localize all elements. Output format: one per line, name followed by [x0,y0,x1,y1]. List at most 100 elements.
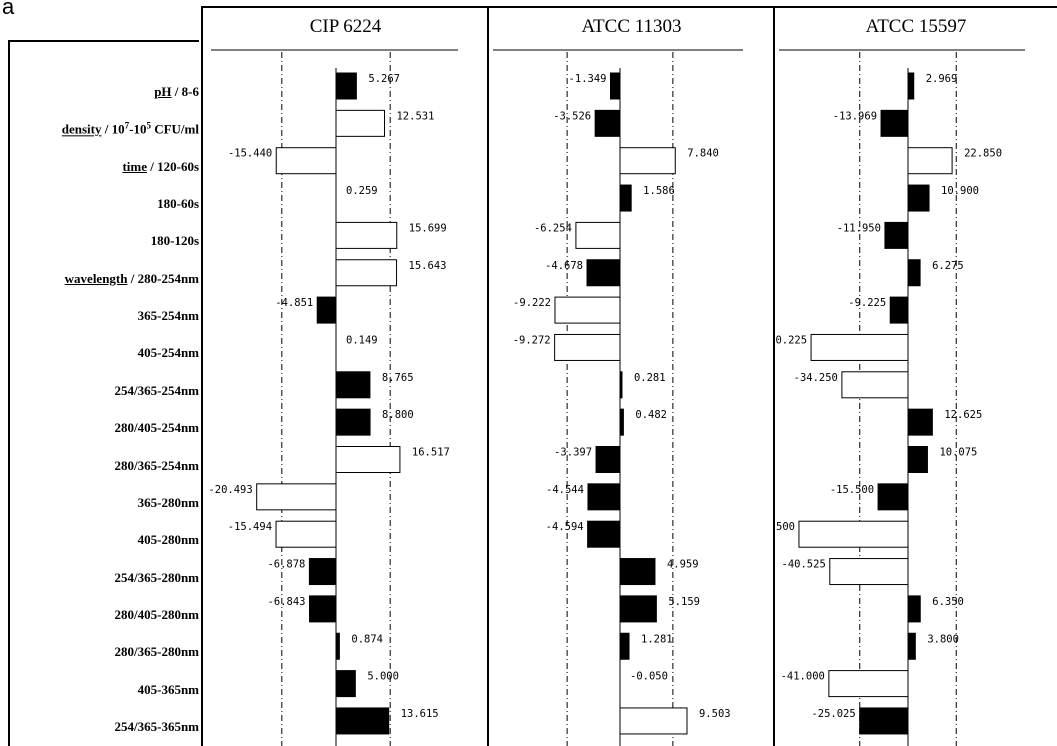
data-label: 15.643 [409,260,447,272]
row-label: wavelength / 280-254nm [64,270,199,286]
bar [619,147,676,175]
data-label: -15.440 [228,148,272,160]
data-label: -4.594 [546,521,584,533]
bar [335,371,371,399]
row-label: time / 120-60s [122,158,199,174]
data-label: 1.281 [641,633,673,645]
bar [335,221,398,249]
bar [316,296,337,324]
bar [841,371,909,399]
data-label: -15.500 [830,484,874,496]
data-label: 15.699 [409,222,447,234]
bar [907,72,915,100]
row-label: 405-254nm [137,345,199,361]
data-label: 0.281 [634,372,666,384]
data-label: 4.959 [667,559,699,571]
bar [335,109,385,137]
row-label: 365-280nm [137,494,199,510]
data-label: 12.531 [396,110,434,122]
chart-plot: 5.267 12.531 -15.440 0.259 15.699 15.643 -4.85… [208,49,458,746]
bar [619,184,632,212]
data-label: 66.500 [775,521,795,533]
panel-letter: a [2,0,15,19]
data-label: -41.000 [781,671,825,683]
bar [810,333,909,361]
bar [884,221,909,249]
bar [609,72,621,100]
chart-panel-atcc-11303: ATCC 11303 -1.349 -3.526 7.840 1.586 -6.254-… [487,6,774,746]
data-label: 5.267 [368,73,400,85]
row-label: 405-365nm [137,681,199,697]
bar [335,670,356,698]
row-label: 180-60s [157,196,199,212]
bar [335,72,357,100]
row-label: 254/365-365nm [114,718,200,734]
data-label: -4.544 [546,484,584,496]
row-label: 254/365-254nm [114,382,200,398]
bar [594,109,621,137]
data-label: 8.765 [382,372,414,384]
bar [907,147,953,175]
chart-title: ATCC 15597 [865,16,967,37]
bar [907,446,928,473]
row-label-box [8,40,199,746]
bar [907,184,930,212]
bar [907,595,921,623]
row-label: 280/405-280nm [114,606,200,622]
bar [335,707,390,735]
bar [587,483,621,511]
chart-title: CIP 6224 [309,16,382,37]
data-label: -40.525 [782,559,826,571]
bar [798,520,909,548]
data-label: 3.800 [927,633,959,645]
bar [619,595,657,623]
data-label: 6.350 [932,596,964,608]
data-label: -9.225 [848,297,886,309]
bar [275,147,337,175]
bar [828,670,909,698]
row-label: 365-254nm [137,308,199,324]
bar [877,483,909,511]
bar [554,296,621,324]
data-label: 9.503 [699,708,731,720]
row-label: 254/365-280nm [114,569,200,585]
chart-title: ATCC 11303 [581,16,682,37]
data-label: -20.493 [208,484,252,496]
data-label: 0.482 [635,409,667,421]
data-label: 12.625 [944,409,982,421]
data-label: -50.225 [775,334,807,346]
bar [619,558,656,586]
chart-panel-atcc-15597: ATCC 15597 2.969 -13.969 22.850 10.900 -11.9… [773,6,1057,746]
row-label: density / 107-105 CFU/ml [61,120,199,138]
bar [575,221,621,249]
data-label: 1.586 [643,185,675,197]
chart-panel-cip-6224: CIP 6224 5.267 12.531 -15.440 0.259 15.699 15… [201,6,488,746]
data-label: -25.025 [811,708,855,720]
bar [586,259,621,287]
data-label: -0.050 [630,671,668,683]
bar [335,408,371,436]
data-label: -15.494 [228,521,272,533]
chart-plot: 2.969 -13.969 22.850 10.900 -11.950 6.275 -9.2… [775,49,1025,746]
row-label: 180-120s [150,233,199,249]
row-label: pH / 8-6 [154,84,199,99]
bar [309,595,337,623]
data-label: -4.678 [545,260,583,272]
data-label: -13.969 [833,110,877,122]
data-label: 16.517 [412,447,450,459]
data-label: 0.149 [346,334,378,346]
row-label: 280/365-280nm [114,644,200,660]
bar [308,558,337,586]
bar [907,259,921,287]
bar [335,259,398,287]
bar [587,520,621,548]
data-label: -9.222 [513,297,551,309]
bar [335,632,340,660]
data-label: -1.349 [569,73,607,85]
bar [619,632,630,660]
data-label: -11.950 [837,222,881,234]
bar [619,408,624,436]
data-label: 10.900 [941,185,979,197]
data-label: 7.840 [687,148,719,160]
data-label: 5.000 [367,671,399,683]
